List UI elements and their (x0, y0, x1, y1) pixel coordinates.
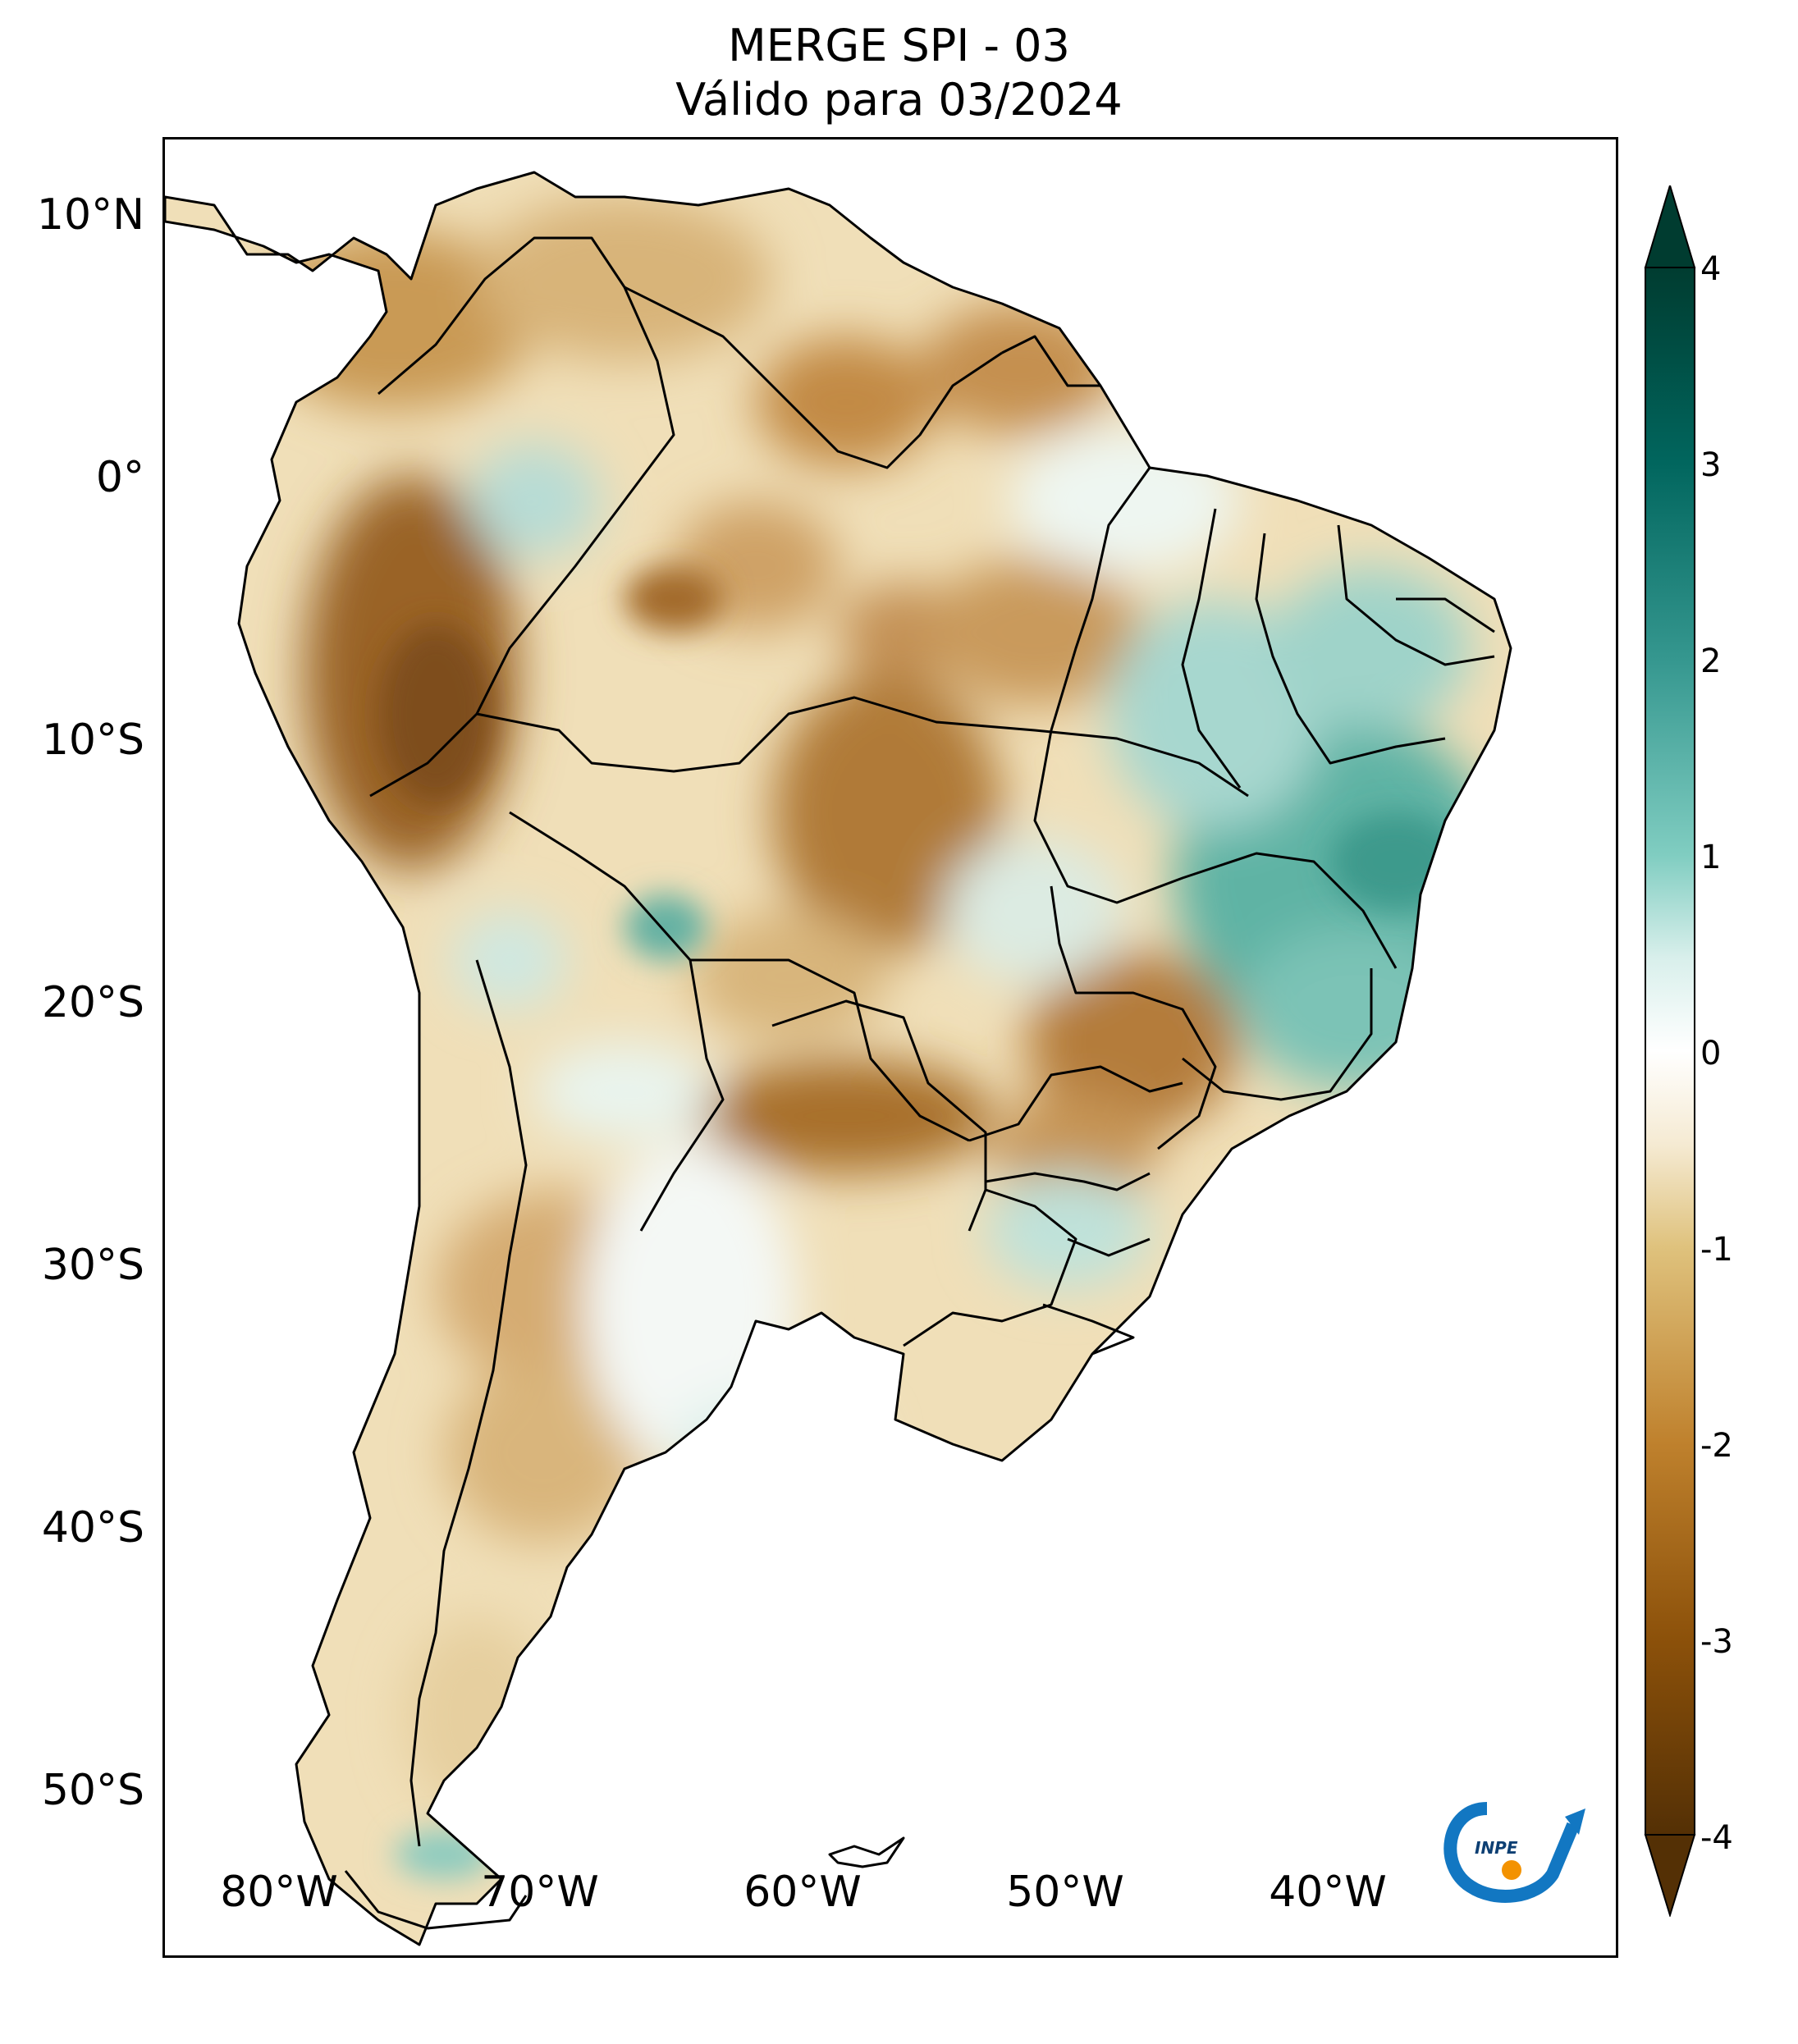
svg-text:INPE: INPE (1475, 1838, 1518, 1858)
colorbar-tick-neg4: -4 (1700, 1819, 1733, 1857)
colorbar-tick-2: 2 (1700, 642, 1722, 680)
map-subtitle: Válido para 03/2024 (675, 74, 1123, 126)
colorbar-tick-neg2: -2 (1700, 1427, 1733, 1465)
colorbar-tick-4: 4 (1700, 250, 1722, 288)
lat-label-30s: 30°S (41, 1241, 144, 1290)
lat-label-0: 0° (95, 453, 144, 502)
south-america-map (165, 171, 1512, 1946)
colorbar-tick-0: 0 (1700, 1035, 1722, 1072)
lat-label-10n: 10°N (36, 190, 144, 240)
lon-label-70w: 70°W (481, 1868, 599, 1917)
colorbar-tick-3: 3 (1700, 446, 1722, 484)
lon-label-60w: 60°W (743, 1868, 862, 1917)
colorbar-max-arrow (1644, 185, 1696, 268)
colorbar-tick-neg3: -3 (1700, 1623, 1733, 1661)
colorbar-tick-1: 1 (1700, 839, 1722, 876)
spi-field (165, 172, 1511, 1945)
lon-label-40w: 40°W (1269, 1868, 1387, 1917)
inpe-logo: INPE (1443, 1802, 1585, 1903)
colorbar (1644, 185, 1696, 1917)
lon-label-80w: 80°W (220, 1868, 338, 1917)
map-title: MERGE SPI - 03 (728, 20, 1070, 71)
colorbar-tick-neg1: -1 (1700, 1231, 1733, 1269)
lat-label-10s: 10°S (41, 716, 144, 765)
lat-label-20s: 20°S (41, 978, 144, 1027)
country-borders (165, 171, 1512, 1946)
lon-label-50w: 50°W (1006, 1868, 1124, 1917)
colorbar-min-arrow (1644, 1834, 1696, 1917)
colorbar-gradient (1645, 267, 1695, 1836)
lat-label-50s: 50°S (41, 1766, 144, 1815)
map-panel (162, 137, 1618, 1958)
lat-label-40s: 40°S (41, 1503, 144, 1552)
